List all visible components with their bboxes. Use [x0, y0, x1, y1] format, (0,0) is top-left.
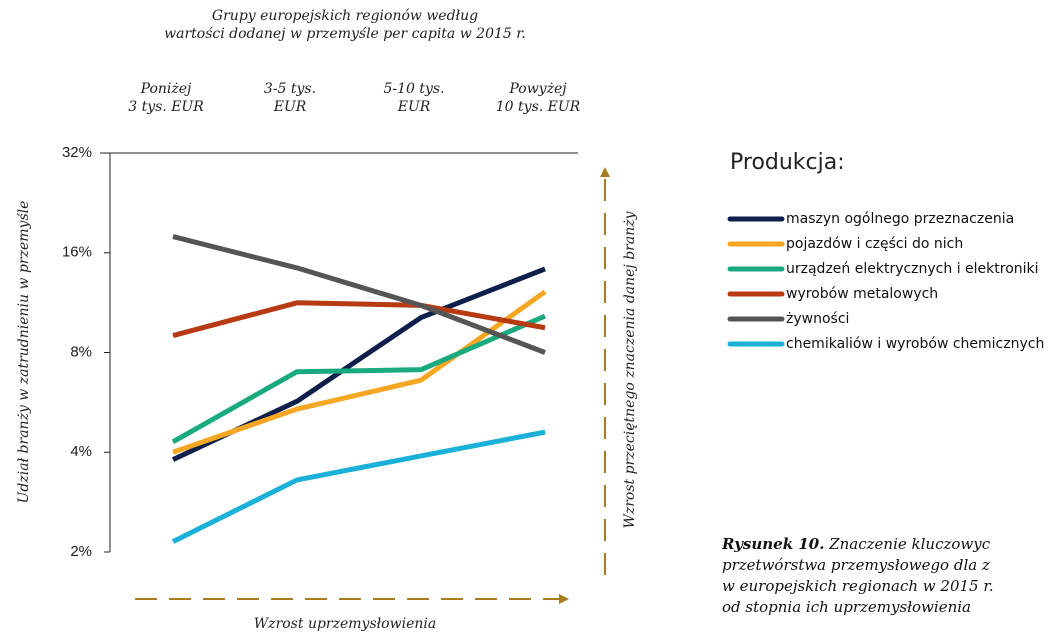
chart-title: Grupy europejskich regionów według warto… — [164, 8, 526, 42]
legend-label: chemikaliów i wyrobów chemicznych — [786, 336, 1044, 352]
y-tick-label: 2% — [70, 543, 92, 560]
legend-label: wyrobów metalowych — [786, 286, 938, 302]
legend-label: urządzeń elektrycznych i elektroniki — [786, 261, 1039, 277]
y-tick-label: 8% — [70, 343, 92, 360]
x-tick-label: Poniżej 3 tys. EUR — [128, 81, 204, 115]
legend-label: żywności — [786, 311, 849, 327]
x-axis-label: Wzrost uprzemysłowienia — [254, 616, 436, 632]
legend-label: pojazdów i części do nich — [786, 236, 963, 252]
caption-line: w europejskich regionach w 2015 r. — [722, 577, 994, 595]
y-axis-label: Udział branży w zatrudnieniu w przemyśle — [16, 201, 32, 504]
x-tick-label: 3-5 tys. EUR — [263, 81, 317, 115]
x-tick-label: 5-10 tys. EUR — [383, 81, 445, 115]
y2-label: Wzrost przeciętnego znaczenia danej bran… — [622, 210, 638, 528]
legend-label: maszyn ogólnego przeznaczenia — [786, 211, 1014, 227]
series-line — [172, 300, 546, 338]
series-line — [172, 234, 546, 355]
y-tick-label: 16% — [62, 244, 92, 261]
series-line — [171, 429, 546, 544]
series-line — [172, 289, 547, 455]
y-tick-label: 4% — [70, 443, 92, 460]
caption-line: Znaczenie kluczowyc — [829, 535, 991, 553]
caption-line: od stopnia ich uprzemysłowienia — [722, 598, 971, 616]
x-tick-label: Powyżej 10 tys. EUR — [495, 81, 581, 115]
y-tick-label: 32% — [62, 144, 92, 161]
series-line — [171, 313, 546, 445]
caption-line: przetwórstwa przemysłowego dla z — [722, 556, 990, 574]
legend-title: Produkcja: — [730, 150, 845, 175]
caption-title: Rysunek 10. — [722, 535, 825, 553]
caption: Rysunek 10. Znaczenie kluczowyc przetwór… — [722, 534, 1064, 618]
